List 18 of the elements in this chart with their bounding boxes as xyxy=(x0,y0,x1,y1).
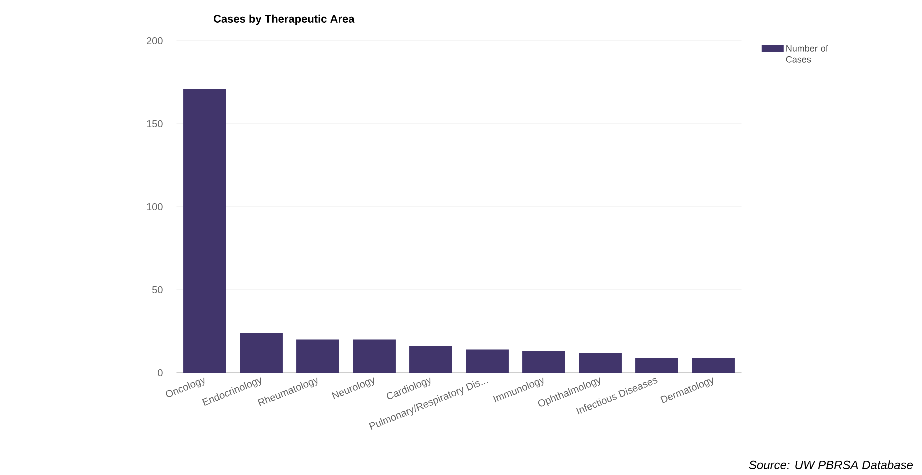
y-tick-label: 0 xyxy=(158,369,163,377)
source-note: Source: UW PBRSA Database xyxy=(749,460,914,470)
y-tick-label: 100 xyxy=(147,203,163,211)
y-tick-label: 150 xyxy=(147,120,163,128)
bar xyxy=(410,346,452,373)
bar xyxy=(692,358,735,373)
y-tick-label: 200 xyxy=(147,37,163,45)
bar xyxy=(522,351,566,373)
bar xyxy=(353,340,396,373)
chart-title: Cases by Therapeutic Area xyxy=(214,14,355,26)
bar xyxy=(296,340,340,373)
bar xyxy=(184,89,226,373)
legend-label: Number of Cases xyxy=(786,45,828,63)
bar xyxy=(466,350,509,373)
bar xyxy=(240,333,283,373)
bar xyxy=(636,358,678,373)
bar xyxy=(579,353,622,373)
y-tick-label: 50 xyxy=(152,286,163,294)
